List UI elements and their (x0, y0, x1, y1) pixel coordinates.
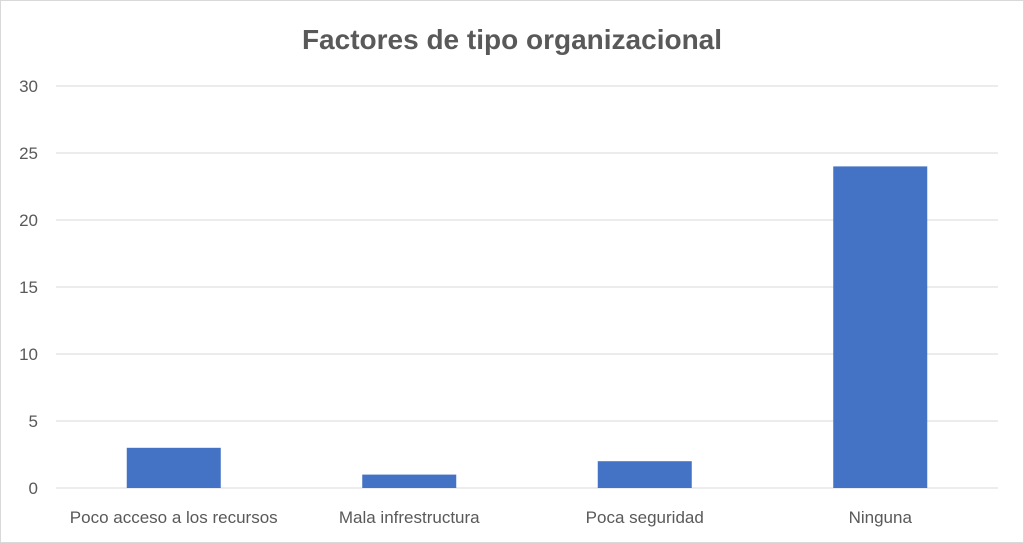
gridlines (56, 85, 998, 489)
chart-title: Factores de tipo organizacional (302, 24, 722, 55)
bars (126, 166, 928, 488)
x-axis-categories: Poco acceso a los recursos Mala infrestru… (70, 508, 913, 527)
y-tick-label: 5 (29, 412, 38, 431)
y-tick-label: 10 (19, 345, 38, 364)
bar (833, 166, 928, 488)
bar (362, 474, 457, 488)
x-category-label: Ninguna (849, 508, 913, 527)
bar (126, 447, 221, 488)
y-tick-label: 20 (19, 211, 38, 230)
y-axis-ticks: 0 5 10 15 20 25 30 (19, 77, 38, 498)
bar (597, 461, 692, 488)
x-category-label: Poca seguridad (586, 508, 704, 527)
y-tick-label: 0 (29, 479, 38, 498)
x-category-label: Mala infrestructura (339, 508, 480, 527)
y-tick-label: 15 (19, 278, 38, 297)
y-tick-label: 25 (19, 144, 38, 163)
y-tick-label: 30 (19, 77, 38, 96)
x-category-label: Poco acceso a los recursos (70, 508, 278, 527)
